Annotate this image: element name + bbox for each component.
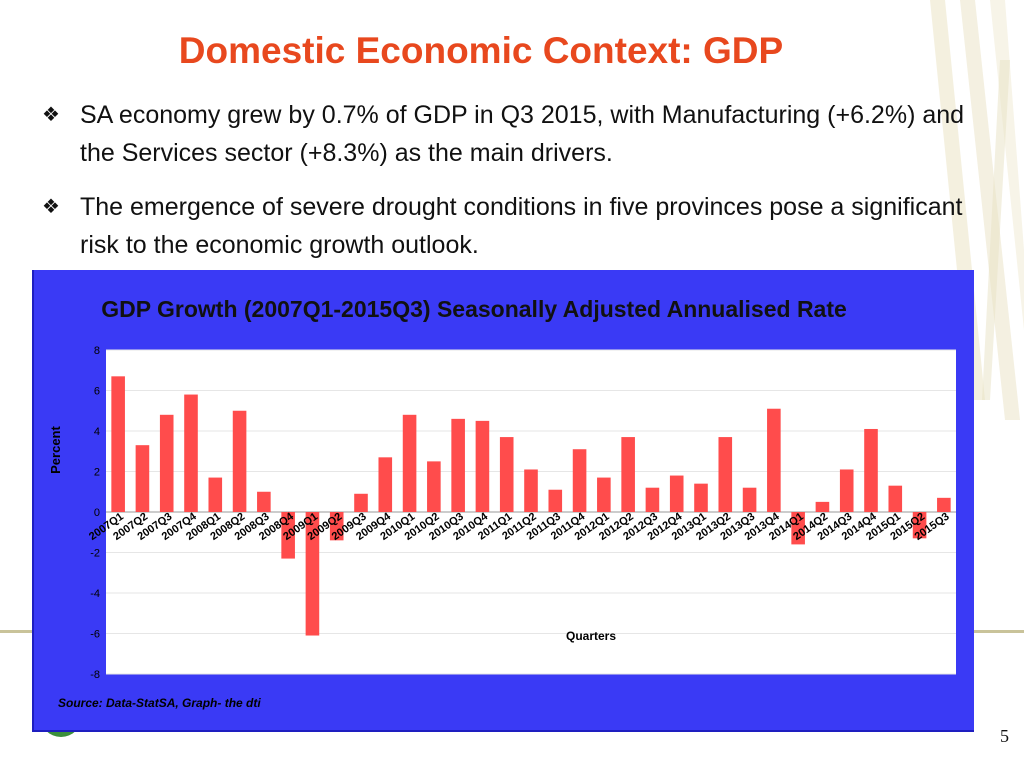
bar: [548, 489, 563, 512]
bullet-text: The emergence of severe drought conditio…: [80, 193, 963, 259]
bar: [718, 437, 733, 512]
bar: [621, 437, 635, 512]
bar: [159, 414, 174, 512]
y-tick-label: -8: [90, 669, 100, 681]
bar: [281, 512, 295, 559]
bar: [402, 414, 417, 512]
y-tick-label: -2: [90, 548, 100, 560]
bar: [378, 457, 393, 512]
bar: [305, 512, 320, 636]
slide-title: Domestic Economic Context: GDP: [178, 30, 784, 71]
bar: [888, 485, 903, 512]
y-tick-label: -4: [90, 588, 100, 600]
bar: [937, 497, 951, 512]
bar: [669, 475, 684, 512]
y-tick-label: 4: [94, 426, 100, 438]
bar: [694, 483, 708, 512]
bullet-text: SA economy grew by 0.7% of GDP in Q3 201…: [80, 101, 965, 167]
y-tick-label: 0: [94, 507, 100, 519]
bar: [184, 394, 198, 512]
y-tick-label: 2: [94, 467, 100, 479]
bar: [645, 487, 660, 512]
bar: [864, 428, 878, 512]
bar: [232, 410, 247, 512]
bar: [572, 449, 587, 512]
page-number: 5: [1000, 726, 1009, 746]
bar: [475, 420, 490, 512]
x-axis-label: Quarters: [566, 629, 616, 643]
bar: [524, 469, 538, 512]
bar: [135, 445, 150, 512]
bar: [597, 477, 611, 512]
bar: [839, 469, 854, 512]
diamond-bullet-icon: ❖: [42, 196, 60, 218]
bullet-list: ❖ SA economy grew by 0.7% of GDP in Q3 2…: [42, 96, 972, 280]
bar: [815, 501, 830, 512]
bar: [354, 493, 368, 512]
bar: [329, 512, 344, 541]
chart-title: GDP Growth (2007Q1-2015Q3) Seasonally Ad…: [101, 296, 847, 322]
diamond-bullet-icon: ❖: [42, 104, 60, 126]
bullet-item: ❖ SA economy grew by 0.7% of GDP in Q3 2…: [42, 96, 972, 172]
bar: [451, 418, 465, 512]
source-note: Source: Data-StatSA, Graph- the dti: [58, 696, 261, 710]
bar: [427, 461, 441, 512]
gdp-growth-chart: -8-6-4-2024682007Q12007Q22007Q32007Q4200…: [48, 345, 956, 681]
y-tick-label: -6: [90, 629, 100, 641]
bullet-item: ❖ The emergence of severe drought condit…: [42, 188, 972, 264]
bar: [111, 376, 125, 512]
y-tick-label: 6: [94, 386, 100, 398]
bar: [912, 512, 927, 539]
y-axis-label: Percent: [48, 425, 63, 473]
bar: [499, 437, 514, 512]
bar: [208, 477, 223, 512]
bar: [767, 408, 781, 512]
bar: [257, 491, 271, 512]
bar: [742, 487, 757, 512]
chart-panel: -8 -6 -4 -2 0 2 4 6 8 2007Q1 2007Q2 2007Q3 2007Q4 200…: [32, 270, 974, 732]
bar: [791, 512, 805, 545]
y-tick-label: 8: [94, 345, 100, 357]
